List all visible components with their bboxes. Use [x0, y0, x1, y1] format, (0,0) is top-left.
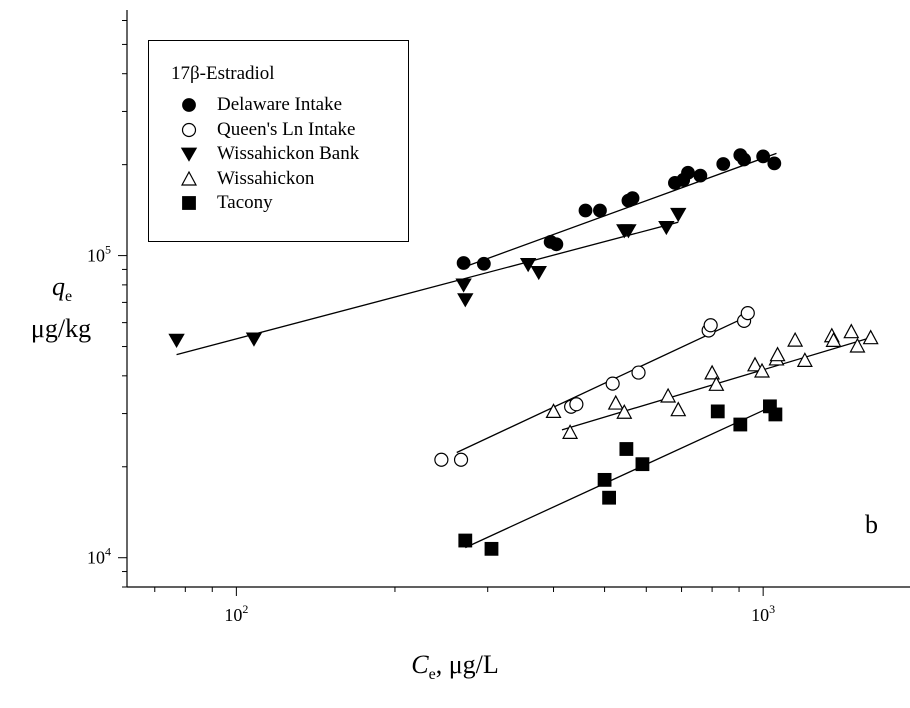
data-point-wissahickon — [754, 362, 771, 378]
data-point-wissahickon-bank — [530, 265, 547, 281]
data-point-queen-s-ln-intake — [605, 376, 620, 391]
data-point-wissahickon-bank — [168, 333, 185, 348]
data-point-tacony — [597, 472, 612, 487]
axis-ticks: 102 103 104 105 — [87, 20, 775, 625]
data-point-wissahickon — [616, 404, 633, 419]
data-point-tacony — [484, 541, 499, 556]
x-axis-subscript: e — [428, 666, 436, 684]
panel-label: b — [865, 510, 878, 539]
data-point-queen-s-ln-intake — [453, 452, 469, 467]
legend-title: 17β-Estradiol — [171, 63, 275, 84]
data-point-wissahickon-bank — [670, 207, 687, 223]
y-tick-label: 105 — [87, 243, 111, 266]
data-point-tacony — [710, 404, 725, 419]
data-point-wissahickon — [747, 356, 764, 372]
data-point-delaware-intake — [681, 165, 695, 180]
legend: 17β-Estradiol Delaware Intake Queen's Ln … — [148, 40, 409, 242]
data-point-wissahickon — [607, 394, 624, 410]
y-axis-subscript: e — [64, 288, 73, 306]
data-point-wissahickon-bank — [658, 220, 675, 236]
data-point-wissahickon — [562, 424, 579, 439]
data-point-wissahickon-bank — [519, 258, 537, 273]
data-point-delaware-intake — [716, 157, 731, 171]
data-point-tacony — [768, 407, 783, 422]
legend-label: Wissahickon — [217, 167, 315, 189]
y-axis-label: qe — [22, 272, 102, 306]
data-point-queen-s-ln-intake — [569, 397, 584, 412]
data-point-wissahickon — [825, 332, 842, 347]
data-point-delaware-intake — [549, 237, 564, 252]
data-point-wissahickon-bank — [245, 332, 263, 347]
legend-marker-shape — [182, 196, 196, 210]
data-point-delaware-intake — [593, 203, 607, 218]
data-point-wissahickon — [843, 323, 860, 339]
x-axis-symbol: C — [411, 650, 429, 679]
data-point-delaware-intake — [578, 203, 593, 218]
fit-line-tacony — [465, 405, 773, 549]
x-axis-unit: , μg/L — [435, 650, 499, 679]
y-axis-unit: μg/kg — [30, 314, 92, 343]
data-point-queen-s-ln-intake — [740, 306, 755, 321]
legend-marker-queen-s-ln-intake — [181, 122, 197, 137]
x-axis-label: Ce, μg/L — [0, 650, 910, 684]
axes — [126, 10, 910, 588]
legend-entry-queen-s-ln-intake: Queen's Ln Intake — [149, 118, 408, 142]
legend-label: Wissahickon Bank — [217, 143, 360, 164]
data-point-wissahickon — [796, 352, 813, 367]
data-point-tacony — [458, 533, 473, 548]
legend-label: Queen's Ln Intake — [217, 118, 356, 140]
y-axis-symbol: q — [51, 272, 65, 301]
legend-entry-wissahickon: Wissahickon — [149, 167, 408, 191]
data-point-queen-s-ln-intake — [631, 365, 646, 380]
data-point-queen-s-ln-intake — [434, 452, 449, 467]
legend-entry-delaware-intake: Delaware Intake — [149, 93, 408, 117]
legend-marker-shape — [182, 98, 196, 112]
data-point-delaware-intake — [456, 256, 471, 270]
data-point-wissahickon — [704, 364, 721, 380]
legend-marker-wissahickon — [180, 170, 198, 186]
data-point-wissahickon — [787, 331, 804, 347]
data-point-wissahickon — [708, 376, 725, 391]
legend-entry-tacony: Tacony — [149, 191, 408, 215]
legend-marker-shape — [180, 170, 198, 186]
legend-marker-wissahickon-bank — [180, 147, 198, 162]
data-point-wissahickon — [660, 387, 677, 403]
legend-label: Delaware Intake — [217, 94, 343, 115]
data-point-delaware-intake — [767, 156, 782, 171]
data-point-delaware-intake — [625, 191, 640, 205]
legend-marker-shape — [180, 147, 198, 162]
x-tick-label: 102 — [224, 602, 248, 625]
x-tick-label: 103 — [751, 602, 775, 625]
data-point-wissahickon-bank — [457, 293, 474, 308]
data-point-wissahickon — [769, 346, 786, 362]
data-point-wissahickon-bank — [620, 224, 637, 239]
fit-line-queen-s-ln-intake — [456, 315, 749, 454]
data-points — [168, 148, 879, 556]
data-point-tacony — [602, 490, 617, 505]
data-point-wissahickon-bank — [455, 278, 472, 293]
data-point-tacony — [619, 442, 634, 456]
data-point-tacony — [635, 457, 650, 472]
legend-marker-tacony — [182, 196, 196, 210]
legend-entry-wissahickon-bank: Wissahickon Bank — [149, 142, 408, 166]
data-point-wissahickon — [849, 337, 866, 353]
legend-label: Tacony — [217, 192, 273, 213]
data-point-delaware-intake — [756, 149, 771, 164]
data-point-delaware-intake — [737, 152, 751, 167]
data-point-tacony — [733, 417, 748, 432]
fit-line-delaware-intake — [463, 152, 777, 268]
data-point-queen-s-ln-intake — [703, 318, 718, 333]
data-point-delaware-intake — [476, 256, 491, 271]
legend-marker-shape — [181, 122, 197, 137]
y-tick-label: 104 — [87, 545, 111, 568]
data-point-wissahickon — [862, 329, 879, 345]
legend-marker-delaware-intake — [182, 98, 196, 112]
data-point-delaware-intake — [693, 168, 708, 183]
data-point-wissahickon — [545, 403, 562, 419]
data-point-wissahickon — [670, 401, 687, 417]
